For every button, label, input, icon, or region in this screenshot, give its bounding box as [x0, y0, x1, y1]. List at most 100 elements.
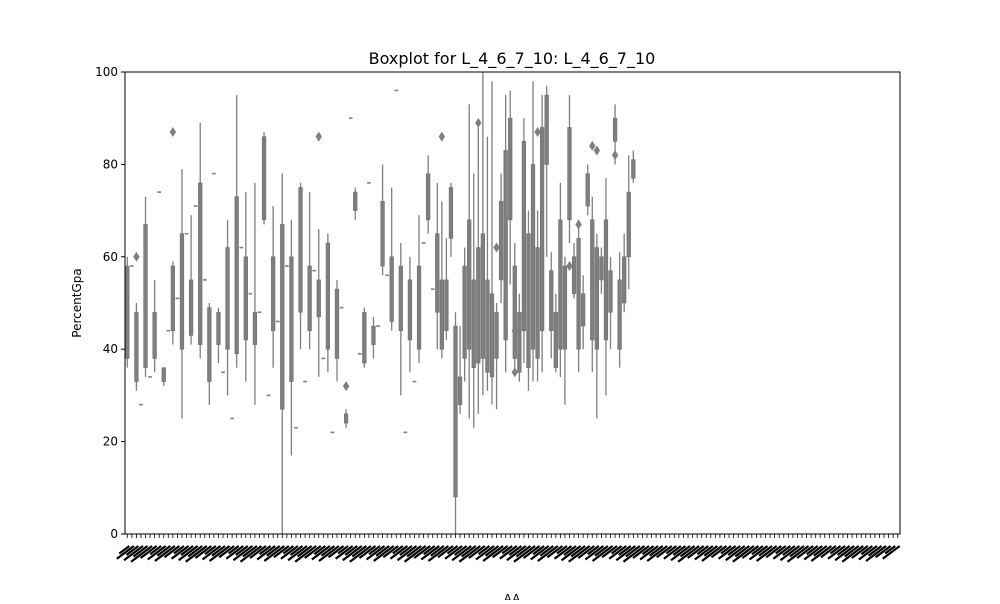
- box: [476, 248, 480, 364]
- box: [508, 118, 512, 220]
- outlier-marker: [534, 127, 540, 137]
- box: [353, 192, 357, 210]
- box: [180, 234, 184, 350]
- box: [408, 280, 412, 340]
- box: [244, 257, 248, 340]
- outlier-marker: [170, 127, 176, 137]
- box: [559, 220, 563, 349]
- y-axis-label: PercentGpa: [70, 268, 84, 337]
- outlier-marker: [439, 132, 445, 142]
- box: [604, 220, 608, 340]
- box: [527, 234, 531, 368]
- box: [440, 280, 444, 349]
- box: [445, 280, 449, 331]
- box: [522, 141, 526, 330]
- box: [504, 151, 508, 340]
- x-axis-label: AA: [504, 592, 522, 600]
- box: [463, 266, 467, 358]
- outlier-marker: [316, 132, 322, 142]
- x-tick-labels: [117, 534, 900, 562]
- box: [271, 257, 275, 331]
- box: [499, 201, 503, 280]
- box: [481, 234, 485, 359]
- box: [472, 280, 476, 368]
- box: [627, 192, 631, 257]
- box: [280, 224, 284, 409]
- box: [162, 368, 166, 382]
- box: [426, 174, 430, 220]
- outlier-marker: [343, 381, 349, 391]
- plot-frame: [125, 72, 900, 534]
- box: [490, 294, 494, 377]
- box: [609, 271, 613, 313]
- box: [217, 312, 221, 344]
- plot-area: [125, 72, 635, 534]
- box: [208, 308, 212, 382]
- box: [135, 312, 139, 381]
- outlier-marker: [475, 118, 481, 128]
- box: [454, 326, 458, 497]
- box: [549, 271, 553, 331]
- box: [531, 164, 535, 349]
- box: [189, 280, 193, 335]
- box: [253, 312, 257, 344]
- chart-title: Boxplot for L_4_6_7_10: L_4_6_7_10: [369, 49, 656, 69]
- box: [540, 127, 544, 330]
- box: [372, 326, 376, 344]
- box: [449, 188, 453, 239]
- box: [622, 257, 626, 303]
- box: [495, 312, 499, 358]
- box: [344, 414, 348, 423]
- box: [563, 266, 567, 349]
- box: [600, 257, 604, 280]
- outlier-marker: [133, 252, 139, 262]
- outlier-marker: [575, 219, 581, 229]
- box: [458, 377, 462, 405]
- y-tick-label: 60: [103, 250, 118, 264]
- box: [568, 127, 572, 219]
- outlier-marker: [512, 367, 518, 377]
- box: [545, 95, 549, 164]
- box: [581, 294, 585, 326]
- box: [590, 220, 594, 340]
- y-tick-label: 80: [103, 157, 118, 171]
- box: [299, 188, 303, 313]
- box: [235, 197, 239, 354]
- box: [198, 183, 202, 345]
- y-tick-label: 100: [95, 65, 118, 79]
- outlier-marker: [612, 150, 618, 160]
- y-axis: 020406080100: [95, 65, 125, 541]
- outlier-marker: [512, 326, 518, 336]
- box: [577, 238, 581, 349]
- box: [513, 266, 517, 358]
- box: [613, 118, 617, 141]
- box: [618, 280, 622, 349]
- box: [153, 312, 157, 358]
- box: [262, 137, 266, 220]
- y-tick-label: 40: [103, 342, 118, 356]
- box: [486, 280, 490, 372]
- outlier-marker: [566, 261, 572, 271]
- y-tick-label: 20: [103, 435, 118, 449]
- box: [381, 201, 385, 266]
- box: [631, 160, 635, 178]
- box: [363, 312, 367, 363]
- box: [226, 248, 230, 350]
- box: [467, 220, 471, 349]
- box: [572, 257, 576, 294]
- box: [518, 312, 522, 372]
- box: [335, 289, 339, 358]
- box: [595, 248, 599, 350]
- box: [417, 266, 421, 349]
- box: [317, 280, 321, 317]
- box: [554, 312, 558, 367]
- box: [435, 234, 439, 313]
- box: [536, 248, 540, 359]
- box: [308, 266, 312, 331]
- box: [171, 266, 175, 331]
- box: [125, 266, 129, 358]
- box: [399, 266, 403, 331]
- box: [290, 257, 294, 382]
